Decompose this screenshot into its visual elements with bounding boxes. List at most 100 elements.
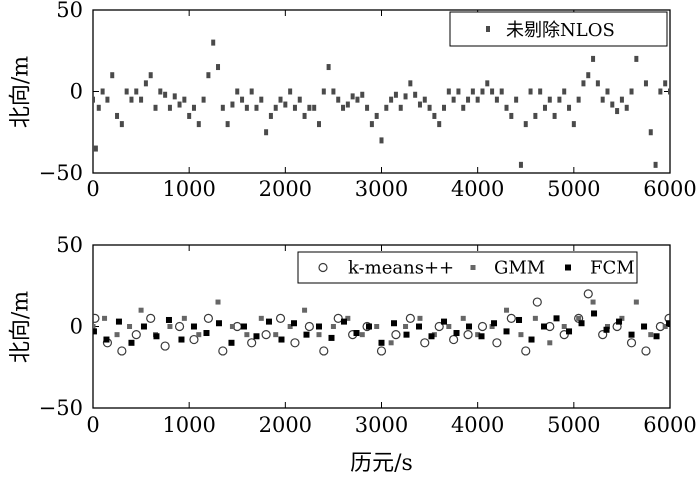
data-point-0	[615, 108, 620, 115]
data-point-2	[628, 331, 635, 338]
data-point-2	[128, 339, 135, 346]
data-point-0	[283, 101, 288, 108]
data-point-0	[434, 321, 444, 332]
data-point-0	[437, 121, 442, 128]
legend-marker	[470, 265, 476, 270]
data-point-2	[203, 330, 210, 337]
data-point-2	[616, 318, 623, 325]
data-point-0	[206, 72, 211, 79]
data-point-2	[265, 318, 272, 325]
data-point-0	[422, 96, 427, 103]
data-point-1	[330, 324, 336, 329]
data-point-0	[110, 72, 115, 79]
data-point-0	[163, 91, 168, 98]
data-point-0	[288, 88, 293, 95]
y-tick-label: −50	[39, 396, 83, 420]
data-point-0	[321, 88, 326, 95]
x-tick-label: 5000	[547, 413, 600, 437]
data-point-0	[442, 104, 447, 111]
data-point-0	[369, 121, 374, 128]
data-point-2	[516, 316, 523, 323]
data-point-0	[341, 104, 346, 111]
data-point-0	[96, 104, 101, 111]
data-point-0	[408, 80, 413, 87]
legend: 未剔除NLOS	[449, 11, 668, 47]
data-point-0	[302, 112, 307, 119]
data-point-0	[230, 101, 235, 108]
data-point-0	[475, 96, 480, 103]
data-point-0	[297, 96, 302, 103]
y-tick-label: 50	[56, 0, 83, 22]
data-point-0	[562, 88, 567, 95]
data-point-1	[114, 332, 120, 338]
x-tick-label: 0	[86, 177, 99, 201]
data-point-0	[446, 88, 451, 95]
data-point-2	[578, 320, 585, 327]
data-point-2	[453, 330, 460, 337]
data-point-2	[165, 316, 172, 323]
data-point-0	[634, 55, 639, 62]
data-point-0	[225, 121, 230, 128]
data-point-0	[146, 313, 156, 323]
data-point-2	[666, 320, 670, 327]
data-point-0	[643, 80, 648, 87]
data-point-1	[345, 315, 351, 321]
data-point-1	[460, 315, 466, 321]
data-point-2	[641, 323, 648, 330]
data-point-0	[598, 330, 608, 340]
data-point-0	[398, 104, 403, 111]
y-axis-label: 北向/m	[9, 56, 34, 128]
data-point-0	[413, 91, 418, 98]
data-point-0	[304, 321, 314, 332]
data-point-0	[158, 88, 163, 95]
data-point-0	[345, 101, 350, 108]
data-point-0	[542, 104, 547, 111]
x-tick-label: 0	[86, 413, 99, 437]
data-point-0	[427, 104, 432, 111]
data-point-1	[258, 315, 264, 321]
data-point-0	[557, 96, 562, 103]
data-point-1	[489, 324, 495, 329]
data-point-0	[174, 321, 185, 332]
data-point-0	[514, 96, 519, 103]
data-point-0	[506, 313, 516, 323]
data-point-0	[261, 330, 271, 340]
data-point-1	[576, 315, 582, 321]
data-point-2	[353, 330, 360, 337]
data-point-2	[503, 328, 510, 335]
data-point-1	[633, 299, 639, 305]
data-point-0	[466, 96, 471, 103]
data-point-0	[191, 104, 196, 111]
data-point-0	[240, 96, 245, 103]
data-point-1	[181, 315, 187, 321]
data-point-0	[187, 112, 192, 119]
data-point-0	[567, 104, 572, 111]
data-point-1	[316, 332, 322, 338]
y-axis-label: 北向/m	[9, 291, 34, 363]
data-point-2	[140, 323, 147, 330]
data-point-1	[561, 324, 567, 329]
data-point-0	[648, 129, 653, 136]
data-point-0	[201, 96, 206, 103]
data-point-0	[244, 104, 249, 111]
data-point-0	[509, 112, 514, 119]
data-point-0	[259, 96, 264, 103]
data-point-0	[663, 80, 668, 87]
data-point-2	[153, 333, 160, 340]
data-point-0	[247, 338, 257, 348]
data-point-0	[319, 346, 329, 356]
data-point-0	[148, 72, 153, 79]
data-point-1	[504, 307, 510, 313]
data-point-0	[316, 121, 321, 128]
data-point-0	[153, 104, 158, 111]
data-point-0	[93, 313, 100, 323]
data-point-0	[172, 93, 177, 100]
data-point-1	[388, 340, 394, 346]
data-point-2	[591, 310, 598, 317]
data-point-2	[178, 336, 185, 343]
data-point-0	[384, 104, 389, 111]
legend-label: k-means++	[348, 258, 454, 279]
x-tick-label: 1000	[162, 177, 215, 201]
data-point-2	[328, 334, 335, 341]
data-point-0	[583, 289, 593, 299]
